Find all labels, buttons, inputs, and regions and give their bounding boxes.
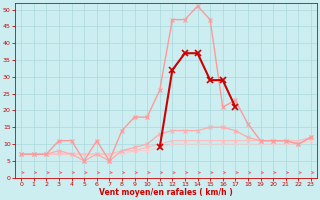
X-axis label: Vent moyen/en rafales ( km/h ): Vent moyen/en rafales ( km/h ) bbox=[99, 188, 233, 197]
